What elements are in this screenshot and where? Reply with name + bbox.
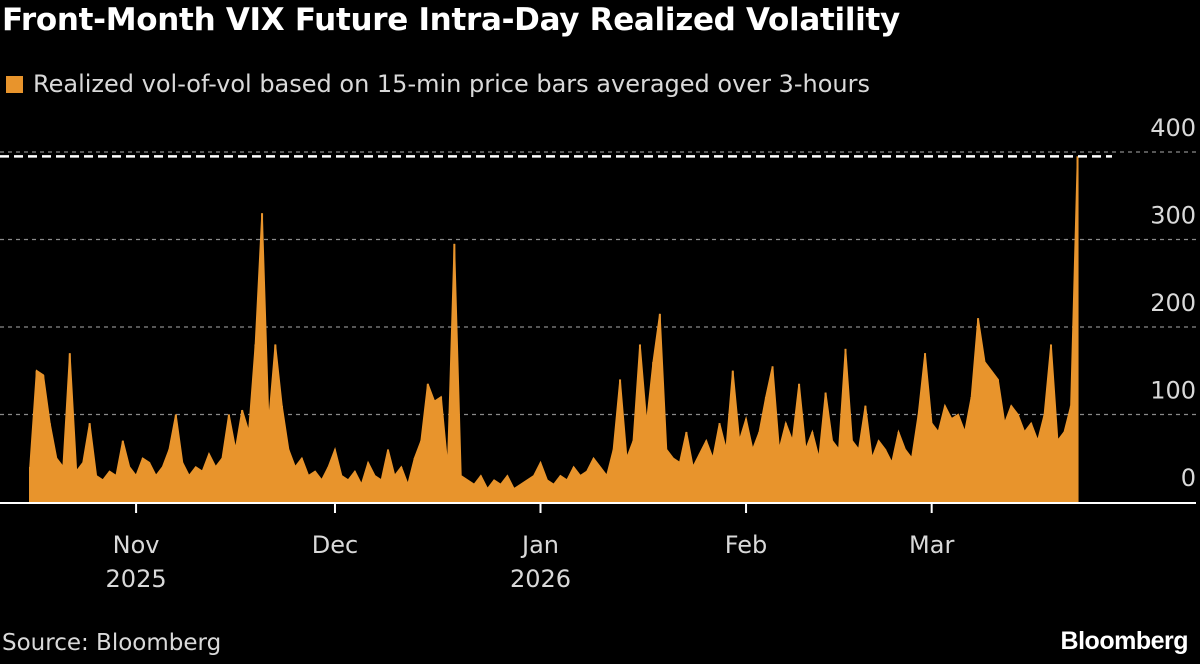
x-tick-label-month: Mar	[909, 531, 954, 559]
bloomberg-logo: Bloomberg	[1060, 627, 1189, 655]
legend: Realized vol-of-vol based on 15-min pric…	[6, 70, 870, 98]
x-tick-label-year: 2026	[510, 565, 571, 593]
x-tick-label-year: 2025	[106, 565, 167, 593]
x-tick-label-month: Feb	[725, 531, 768, 559]
source-note: Source: Bloomberg	[2, 630, 222, 656]
x-tick-label-month: Dec	[312, 531, 358, 559]
chart-title: Front-Month VIX Future Intra-Day Realize…	[2, 2, 900, 38]
legend-swatch	[6, 75, 23, 93]
series-area	[29, 156, 1079, 503]
y-tick-label: 400	[1150, 114, 1196, 142]
x-tick-label-month: Jan	[520, 531, 559, 559]
y-tick-label: 100	[1150, 377, 1196, 405]
y-tick-label: 0	[1181, 464, 1196, 492]
y-tick-label: 200	[1150, 289, 1196, 317]
legend-label: Realized vol-of-vol based on 15-min pric…	[33, 70, 870, 98]
y-tick-label: 300	[1150, 202, 1196, 230]
x-tick-label-month: Nov	[113, 531, 160, 559]
